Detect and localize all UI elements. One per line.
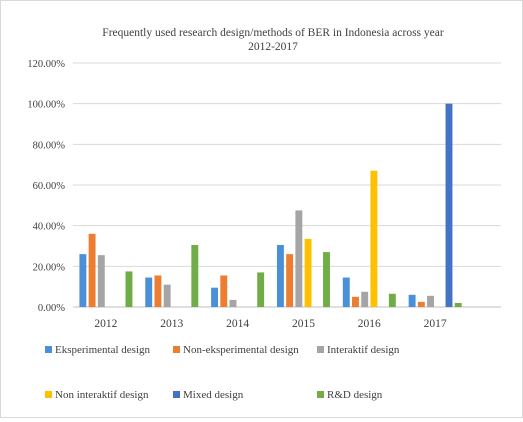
y-tick-label: 100.00% xyxy=(27,100,65,111)
bar-2013-eksperimental-design xyxy=(145,277,153,307)
chart-title-line-1: Frequently used research design/methods … xyxy=(102,27,444,39)
bars xyxy=(79,103,462,308)
bar-2015-eksperimental-design xyxy=(276,244,284,307)
bar-2014-interaktif-design xyxy=(229,299,237,307)
legend-label: R&D design xyxy=(327,389,383,401)
x-tick-label: 2016 xyxy=(358,318,381,330)
bar-2014-eksperimental-design xyxy=(211,287,219,307)
gridlines xyxy=(73,62,501,308)
bar-2014-non-eksperimental-design xyxy=(220,275,228,307)
bar-2015-non-eksperimental-design xyxy=(286,254,294,307)
legend-swatch xyxy=(317,346,324,353)
bar-2012-non-eksperimental-design xyxy=(88,233,96,307)
legend-swatch xyxy=(45,391,52,398)
x-tick-label: 2015 xyxy=(292,318,315,330)
bar-2012-interaktif-design xyxy=(97,255,105,307)
bar-2017-interaktif-design xyxy=(427,295,435,307)
bar-2017-r-d-design xyxy=(454,302,462,307)
y-tick-label: 60.00% xyxy=(33,181,66,192)
bar-2015-interaktif-design xyxy=(295,210,303,307)
bar-2013-r-d-design xyxy=(191,244,199,307)
bar-2016-non-eksperimental-design xyxy=(352,296,359,307)
legend-label: Non interaktif design xyxy=(55,389,149,401)
x-tick-label: 2012 xyxy=(94,318,117,330)
bar-2017-mixed-design xyxy=(445,103,453,308)
x-tick-label: 2017 xyxy=(424,318,447,330)
legend-label: Non-eksperimental design xyxy=(183,344,299,356)
legend-swatch xyxy=(173,391,180,398)
bar-2013-interaktif-design xyxy=(163,284,171,307)
bar-2015-r-d-design xyxy=(323,252,330,307)
bar-2017-non-eksperimental-design xyxy=(417,301,425,307)
bar-2015-non-interaktif-design xyxy=(304,238,312,307)
legend: Eksperimental design Non-eksperimental de… xyxy=(45,344,400,401)
legend-label: Eksperimental design xyxy=(55,344,151,356)
y-tick-label: 120.00% xyxy=(27,59,65,70)
bar-2017-eksperimental-design xyxy=(408,294,416,307)
y-axis-ticks: 0.00% 20.00% 40.00% 60.00% 80.00% 100.00% 120.… xyxy=(27,59,65,314)
bar-2016-non-interaktif-design xyxy=(370,170,378,307)
y-tick-label: 0.00% xyxy=(38,303,65,314)
x-axis-ticks: 2012 2013 2014 2015 2016 2017 xyxy=(94,318,446,330)
bar-2012-eksperimental-design xyxy=(79,254,87,307)
y-tick-label: 20.00% xyxy=(33,262,66,273)
legend-label: Mixed design xyxy=(183,389,244,401)
bar-2016-r-d-design xyxy=(388,293,396,307)
bar-2016-eksperimental-design xyxy=(342,277,350,307)
legend-swatch xyxy=(45,346,52,353)
chart-title-line-2: 2012-2017 xyxy=(248,41,298,53)
y-tick-label: 40.00% xyxy=(33,222,66,233)
x-tick-label: 2014 xyxy=(226,318,249,330)
bar-2014-r-d-design xyxy=(257,272,265,307)
y-tick-label: 80.00% xyxy=(33,140,66,151)
legend-swatch xyxy=(317,391,324,398)
legend-swatch xyxy=(173,346,180,353)
bar-2012-r-d-design xyxy=(125,271,133,307)
bar-2016-interaktif-design xyxy=(361,291,369,307)
x-tick-label: 2013 xyxy=(160,318,183,330)
bar-2013-non-eksperimental-design xyxy=(154,275,162,307)
legend-label: Interaktif design xyxy=(327,344,400,356)
